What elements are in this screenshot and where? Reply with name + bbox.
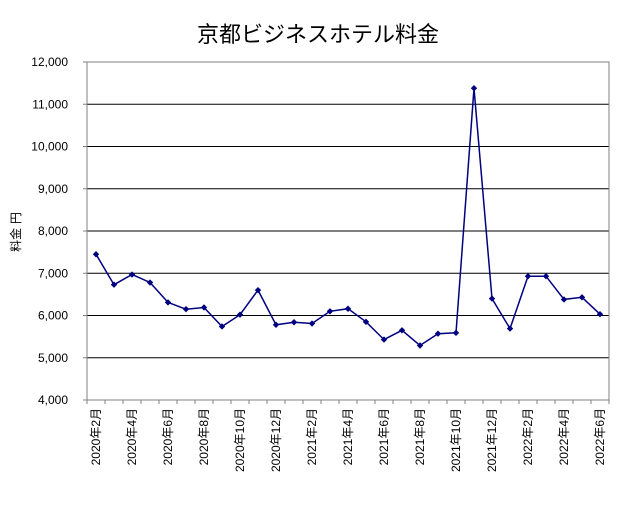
y-tick-label: 12,000 xyxy=(31,55,68,69)
data-point-marker xyxy=(110,281,118,288)
x-tick-label: 2022年6月 xyxy=(593,408,607,465)
x-tick-label: 2021年10月 xyxy=(449,408,463,472)
data-point-marker xyxy=(272,321,280,328)
data-point-marker xyxy=(398,327,406,334)
x-tick-label: 2020年8月 xyxy=(197,408,211,465)
data-point-marker xyxy=(254,286,262,294)
data-point-marker xyxy=(470,84,478,92)
chart-title: 京都ビジネスホテル料金 xyxy=(197,23,439,48)
data-point-marker xyxy=(488,295,496,302)
y-tick-label: 11,000 xyxy=(32,97,68,111)
data-point-marker xyxy=(92,251,100,258)
data-point-marker xyxy=(434,330,442,337)
y-tick-label: 10,000 xyxy=(31,140,68,154)
data-point-marker xyxy=(416,342,424,349)
data-point-marker xyxy=(200,304,208,311)
data-point-marker xyxy=(182,305,190,313)
data-point-marker xyxy=(596,311,604,318)
x-tick-label: 2021年2月 xyxy=(305,408,319,465)
y-tick-label: 7,000 xyxy=(38,266,68,280)
data-point-marker xyxy=(326,308,334,315)
x-tick-label: 2020年2月 xyxy=(89,408,103,465)
data-point-marker xyxy=(164,299,172,306)
data-point-marker xyxy=(560,296,568,303)
y-tick-label: 9,000 xyxy=(38,182,68,196)
y-tick-label: 4,000 xyxy=(38,393,68,407)
x-tick-label: 2021年8月 xyxy=(413,408,427,465)
data-point-marker xyxy=(452,329,460,337)
y-tick-label: 5,000 xyxy=(38,351,68,365)
data-point-marker xyxy=(344,305,352,312)
x-tick-label: 2022年2月 xyxy=(521,408,535,465)
data-point-marker xyxy=(290,319,298,326)
series-group xyxy=(92,84,604,349)
x-tick-label: 2021年12月 xyxy=(485,408,499,472)
data-point-marker xyxy=(542,273,550,280)
data-point-marker xyxy=(146,279,154,286)
data-point-marker xyxy=(362,318,370,326)
data-point-marker xyxy=(524,273,532,280)
x-tick-label: 2020年12月 xyxy=(269,408,283,472)
data-point-marker xyxy=(236,311,244,318)
y-tick-label: 8,000 xyxy=(38,224,68,238)
x-tick-label: 2020年6月 xyxy=(161,408,175,465)
y-axis-tick-labels: 4,000 5,000 6,000 7,000 8,000 9,000 10,000 11,0… xyxy=(31,55,87,407)
x-tick-label: 2022年4月 xyxy=(557,408,571,465)
x-tick-label: 2021年4月 xyxy=(341,408,355,465)
data-point-marker xyxy=(380,336,388,343)
y-axis-label: 料金 円 xyxy=(8,212,23,252)
x-axis-tick-labels: 2020年2月 2020年4月 2020年6月 2020年8月 2020年10月 2020… xyxy=(86,400,610,472)
data-point-marker xyxy=(578,294,586,301)
data-point-marker xyxy=(308,320,316,327)
gridlines xyxy=(87,103,609,359)
data-point-marker xyxy=(218,323,226,330)
x-tick-label: 2020年10月 xyxy=(233,408,247,472)
data-point-marker xyxy=(128,271,136,278)
data-point-marker xyxy=(506,325,514,332)
x-tick-label: 2021年6月 xyxy=(377,408,391,465)
y-tick-label: 6,000 xyxy=(38,309,68,323)
x-tick-label: 2020年4月 xyxy=(125,408,139,465)
